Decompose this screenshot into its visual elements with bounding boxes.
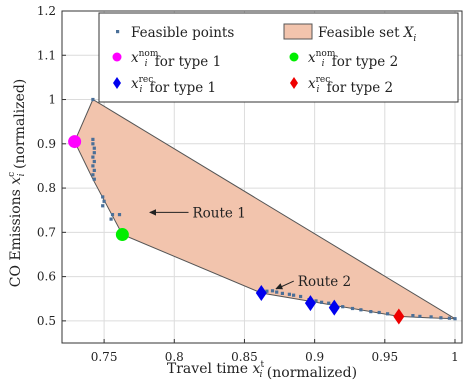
recommended-marker-type-1 — [255, 284, 267, 301]
y-tick-label: 1 — [48, 93, 56, 107]
y-tick-label: 0.6 — [37, 270, 56, 284]
x-tick-label: 1 — [451, 350, 459, 364]
feasible-point — [327, 301, 331, 305]
nominal-marker-type-2 — [115, 228, 129, 242]
feasible-point — [101, 204, 105, 208]
annotations: Route 1 Route 2 — [149, 205, 351, 290]
feasible-point — [101, 195, 105, 199]
legend: Feasible points Feasible set Xi xnom i for … — [98, 12, 459, 103]
legend-marker-recommended — [290, 77, 298, 89]
y-tick-label: 0.9 — [37, 137, 56, 151]
x-axis-title: Travel time xt i (normalized) — [167, 360, 357, 381]
feasible-point — [292, 293, 296, 297]
x-tick-label: 0.8 — [165, 350, 184, 364]
nominal-marker-type-1 — [68, 135, 82, 149]
feasible-point — [314, 299, 318, 303]
feasible-point — [270, 289, 275, 293]
feasible-point — [418, 314, 422, 318]
feasible-point — [439, 316, 443, 320]
legend-marker-nominal — [289, 52, 299, 62]
feasible-point — [280, 291, 284, 295]
feasible-point — [91, 173, 95, 177]
annotation-label-route-1: Route 1 — [193, 205, 246, 221]
legend-label: xrec i for type 1 — [131, 75, 216, 96]
recommended-marker-type-1 — [328, 299, 340, 316]
recommended-marker-type-2 — [393, 308, 405, 325]
feasible-point — [91, 142, 95, 146]
legend-label: Feasible set Xi — [318, 25, 416, 44]
feasible-point — [447, 316, 451, 320]
legend-patch-feasible-set — [283, 23, 313, 40]
feasible-point — [110, 213, 115, 217]
annotation-label-route-2: Route 2 — [298, 274, 351, 290]
feasible-point — [117, 213, 122, 217]
legend-marker-feasible-points — [116, 30, 120, 34]
annotation-arrowhead — [275, 283, 283, 290]
feasible-set-region — [74, 98, 457, 320]
feasible-set-polygon — [74, 98, 457, 320]
highlight-markers — [68, 135, 405, 325]
x-tick-label: 0.75 — [91, 350, 118, 364]
x-tick-label: 0.85 — [231, 350, 258, 364]
legend-marker-nominal — [112, 52, 122, 62]
feasible-point — [369, 310, 373, 314]
feasible-point — [350, 306, 355, 311]
feasible-point — [320, 300, 324, 304]
y-tick-label: 0.5 — [37, 314, 56, 328]
x-tick-label: 0.95 — [371, 350, 398, 364]
y-tick-label: 0.8 — [37, 181, 56, 195]
feasible-point — [359, 308, 363, 312]
recommended-marker-type-1 — [304, 295, 316, 312]
feasible-point — [299, 294, 303, 299]
feasible-point — [91, 155, 95, 159]
annotation-arrowhead — [149, 209, 156, 216]
legend-label: Feasible points — [131, 25, 234, 41]
feasible-point — [92, 146, 96, 150]
feasible-point — [341, 305, 345, 309]
feasible-point — [386, 312, 390, 316]
plot-frame — [61, 10, 463, 344]
feasible-point — [91, 97, 95, 102]
legend-marker-recommended — [113, 77, 121, 89]
feasible-point — [109, 217, 113, 221]
x-tick-label: 0.9 — [305, 350, 324, 364]
feasible-point — [411, 314, 415, 318]
feasible-point — [91, 137, 95, 141]
feasible-point — [265, 289, 269, 293]
legend-label: xnom i for type 1 — [131, 49, 221, 70]
feasible-point — [377, 310, 381, 315]
y-tick-label: 0.7 — [37, 225, 56, 239]
y-tick-label: 1.2 — [37, 4, 56, 18]
feasible-point — [92, 177, 96, 181]
feasible-point — [429, 315, 433, 319]
feasible-point — [453, 317, 457, 321]
feasible-point — [92, 159, 96, 164]
y-tick-label: 1.1 — [37, 48, 56, 62]
feasible-points — [91, 97, 457, 321]
axis-titles: Travel time xt i (normalized) CO Emissions… — [7, 79, 357, 381]
legend-label: xnom i for type 2 — [308, 49, 398, 70]
feasible-point — [287, 292, 291, 296]
feasible-point — [92, 151, 96, 155]
legend-label: xrec i for type 2 — [308, 75, 393, 96]
feasible-point — [102, 199, 106, 203]
legend-box — [98, 12, 459, 103]
feasible-point — [275, 290, 279, 294]
feasible-point — [92, 168, 96, 172]
tick-labels: 0.75 0.8 0.85 0.9 0.95 1 0.5 0.6 0.7 0.8 0.9 1 1.1 1.… — [37, 4, 459, 364]
feasible-point — [91, 164, 95, 168]
y-axis-title: CO Emissions xci (normalized) — [7, 79, 28, 288]
